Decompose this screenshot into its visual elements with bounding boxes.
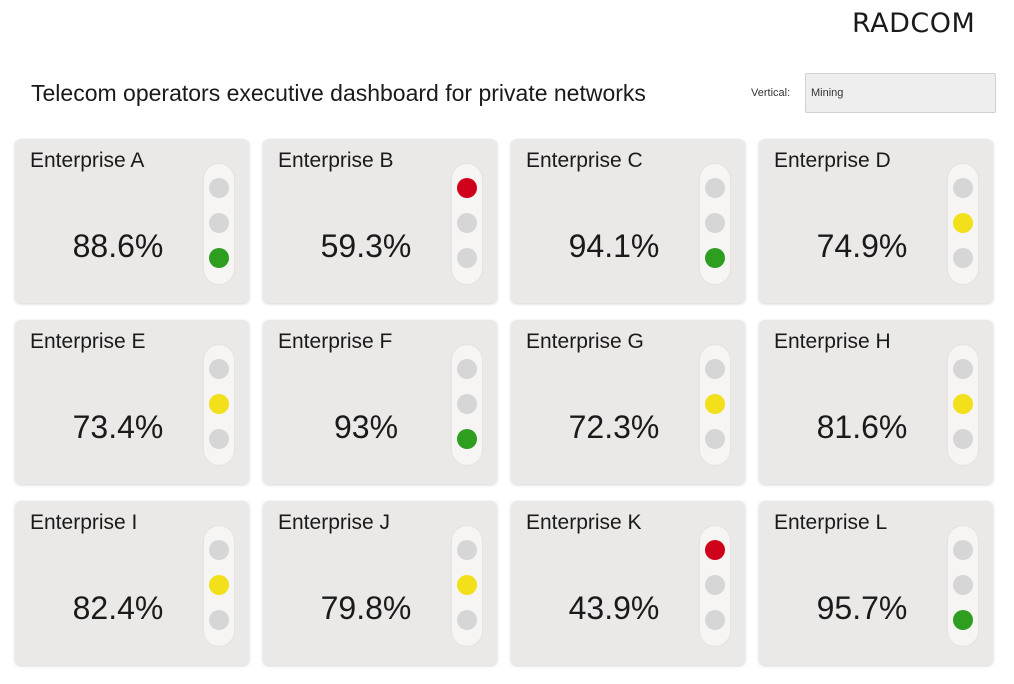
yellow-light-dot xyxy=(705,213,725,233)
green-light-dot xyxy=(953,610,973,630)
red-light-dot xyxy=(705,359,725,379)
yellow-light-dot xyxy=(705,394,725,414)
green-light-dot xyxy=(457,248,477,268)
green-light-dot xyxy=(953,429,973,449)
enterprise-kpi-value: 59.3% xyxy=(320,228,412,264)
enterprise-name: Enterprise E xyxy=(30,330,146,353)
enterprise-name: Enterprise C xyxy=(526,149,643,172)
enterprise-card[interactable]: Enterprise J 79.8% xyxy=(263,501,497,665)
yellow-light-dot xyxy=(457,213,477,233)
yellow-light-dot xyxy=(209,394,229,414)
yellow-light-dot xyxy=(457,394,477,414)
red-light-dot xyxy=(953,178,973,198)
enterprise-card[interactable]: Enterprise B 59.3% xyxy=(263,139,497,303)
enterprise-kpi-value: 74.9% xyxy=(816,228,908,264)
enterprise-name: Enterprise J xyxy=(278,511,391,534)
red-light-dot xyxy=(209,359,229,379)
green-light-dot xyxy=(705,429,725,449)
enterprise-name: Enterprise H xyxy=(774,330,891,353)
yellow-light-dot xyxy=(457,575,477,595)
enterprise-name: Enterprise A xyxy=(30,149,145,172)
enterprise-kpi-value: 95.7% xyxy=(816,590,908,626)
enterprise-card[interactable]: Enterprise G 72.3% xyxy=(511,320,745,484)
red-light-dot xyxy=(705,540,725,560)
enterprise-kpi-value: 43.9% xyxy=(568,590,660,626)
traffic-light-indicator xyxy=(700,345,730,465)
enterprise-kpi-value: 79.8% xyxy=(320,590,412,626)
green-light-dot xyxy=(705,248,725,268)
enterprise-grid: Enterprise A 88.6% Enterprise B 59.3% Enterp… xyxy=(15,139,993,665)
traffic-light-indicator xyxy=(452,345,482,465)
red-light-dot xyxy=(953,359,973,379)
enterprise-name: Enterprise D xyxy=(774,149,891,172)
yellow-light-dot xyxy=(705,575,725,595)
radcom-logo: RADCOM xyxy=(852,8,976,39)
yellow-light-dot xyxy=(953,213,973,233)
yellow-light-dot xyxy=(209,213,229,233)
enterprise-kpi-value: 73.4% xyxy=(72,409,164,445)
red-light-dot xyxy=(209,540,229,560)
green-light-dot xyxy=(209,610,229,630)
red-light-dot xyxy=(953,540,973,560)
enterprise-kpi-value: 94.1% xyxy=(568,228,660,264)
traffic-light-indicator xyxy=(452,164,482,284)
green-light-dot xyxy=(209,429,229,449)
enterprise-card[interactable]: Enterprise C 94.1% xyxy=(511,139,745,303)
red-light-dot xyxy=(457,540,477,560)
enterprise-kpi-value: 88.6% xyxy=(72,228,164,264)
traffic-light-indicator xyxy=(948,526,978,646)
enterprise-card[interactable]: Enterprise F 93% xyxy=(263,320,497,484)
page-title: Telecom operators executive dashboard fo… xyxy=(31,80,646,106)
enterprise-kpi-value: 93% xyxy=(333,409,399,445)
traffic-light-indicator xyxy=(204,526,234,646)
red-light-dot xyxy=(209,178,229,198)
green-light-dot xyxy=(953,248,973,268)
enterprise-name: Enterprise F xyxy=(278,330,393,353)
vertical-select[interactable]: Mining xyxy=(805,73,996,113)
red-light-dot xyxy=(705,178,725,198)
red-light-dot xyxy=(457,359,477,379)
enterprise-card[interactable]: Enterprise E 73.4% xyxy=(15,320,249,484)
traffic-light-indicator xyxy=(204,345,234,465)
enterprise-name: Enterprise K xyxy=(526,511,642,534)
enterprise-card[interactable]: Enterprise I 82.4% xyxy=(15,501,249,665)
yellow-light-dot xyxy=(209,575,229,595)
enterprise-kpi-value: 82.4% xyxy=(72,590,164,626)
enterprise-name: Enterprise G xyxy=(526,330,644,353)
green-light-dot xyxy=(457,429,477,449)
enterprise-kpi-value: 81.6% xyxy=(816,409,908,445)
enterprise-name: Enterprise B xyxy=(278,149,394,172)
vertical-label: Vertical: xyxy=(751,87,791,99)
yellow-light-dot xyxy=(953,394,973,414)
enterprise-name: Enterprise I xyxy=(30,511,138,534)
enterprise-card[interactable]: Enterprise D 74.9% xyxy=(759,139,993,303)
enterprise-name: Enterprise L xyxy=(774,511,888,534)
enterprise-card[interactable]: Enterprise A 88.6% xyxy=(15,139,249,303)
traffic-light-indicator xyxy=(204,164,234,284)
enterprise-card[interactable]: Enterprise L 95.7% xyxy=(759,501,993,665)
traffic-light-indicator xyxy=(700,164,730,284)
traffic-light-indicator xyxy=(700,526,730,646)
green-light-dot xyxy=(457,610,477,630)
yellow-light-dot xyxy=(953,575,973,595)
enterprise-card[interactable]: Enterprise K 43.9% xyxy=(511,501,745,665)
green-light-dot xyxy=(705,610,725,630)
red-light-dot xyxy=(457,178,477,198)
green-light-dot xyxy=(209,248,229,268)
traffic-light-indicator xyxy=(948,164,978,284)
traffic-light-indicator xyxy=(948,345,978,465)
traffic-light-indicator xyxy=(452,526,482,646)
enterprise-kpi-value: 72.3% xyxy=(568,409,660,445)
enterprise-card[interactable]: Enterprise H 81.6% xyxy=(759,320,993,484)
